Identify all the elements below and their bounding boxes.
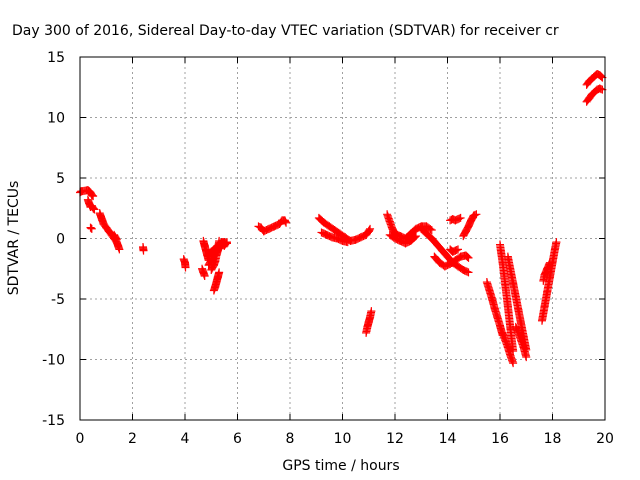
data-point	[463, 267, 472, 276]
y-tick-label: -5	[51, 292, 65, 308]
data-point	[366, 224, 375, 233]
data-point	[139, 246, 148, 255]
data-point	[87, 190, 96, 199]
x-tick-label: 6	[233, 431, 242, 447]
data-point	[472, 210, 481, 219]
chart-title: Day 300 of 2016, Sidereal Day-to-day VTE…	[12, 23, 559, 39]
data-point	[522, 353, 531, 362]
y-tick-label: 0	[56, 232, 65, 248]
data-point	[281, 217, 290, 226]
data-point	[76, 187, 85, 196]
data-point	[552, 238, 561, 247]
x-tick-label: 16	[491, 431, 509, 447]
data-point	[223, 238, 231, 247]
y-tick-label: 15	[47, 50, 65, 66]
data-point	[88, 191, 97, 200]
data-point	[462, 252, 471, 261]
data-point	[215, 268, 224, 277]
data-point	[367, 307, 376, 316]
x-tick-label: 0	[76, 431, 85, 447]
data-point	[90, 205, 99, 214]
data-point	[89, 192, 98, 201]
x-tick-label: 8	[286, 431, 295, 447]
data-point	[464, 253, 473, 262]
axis-ticks: 0 2 4 6 8 10 12 14 16 18 20 15 10 5 0 -5 -10 -15	[42, 50, 614, 447]
data-point	[410, 233, 419, 242]
x-axis-label: GPS time / hours	[282, 458, 399, 474]
data-point	[456, 213, 465, 222]
data-point	[89, 204, 98, 213]
x-tick-label: 20	[596, 431, 614, 447]
x-tick-label: 2	[128, 431, 137, 447]
data-points	[76, 69, 607, 368]
x-tick-label: 12	[386, 431, 404, 447]
data-point	[200, 272, 209, 281]
data-point	[454, 245, 462, 254]
data-point	[87, 224, 96, 233]
data-point	[426, 225, 435, 234]
data-point	[86, 223, 95, 232]
data-point	[455, 214, 464, 223]
x-tick-label: 4	[181, 431, 190, 447]
data-point	[471, 210, 480, 219]
data-point	[509, 359, 518, 368]
data-point	[222, 239, 231, 248]
x-tick-label: 18	[544, 431, 562, 447]
data-point	[89, 204, 98, 213]
y-axis-label: SDTVAR / TECUs	[6, 181, 22, 296]
data-point	[464, 268, 473, 277]
data-point	[596, 71, 605, 80]
data-point	[343, 238, 352, 247]
data-point	[112, 235, 121, 244]
data-point	[87, 224, 96, 233]
data-point	[112, 234, 121, 243]
data-point	[545, 258, 554, 267]
data-point	[597, 72, 606, 81]
data-point	[412, 232, 420, 241]
x-tick-label: 10	[334, 431, 352, 447]
data-point	[427, 226, 436, 235]
data-point	[181, 263, 190, 272]
y-tick-label: -10	[42, 353, 65, 369]
y-tick-label: -15	[42, 413, 65, 429]
data-point	[597, 85, 606, 94]
data-point	[463, 253, 472, 262]
y-tick-label: 10	[47, 111, 65, 127]
data-point	[365, 226, 374, 235]
data-point	[282, 218, 291, 227]
y-tick-label: 5	[56, 171, 65, 187]
data-point	[115, 245, 124, 254]
data-point	[452, 245, 461, 254]
x-tick-label: 14	[439, 431, 457, 447]
